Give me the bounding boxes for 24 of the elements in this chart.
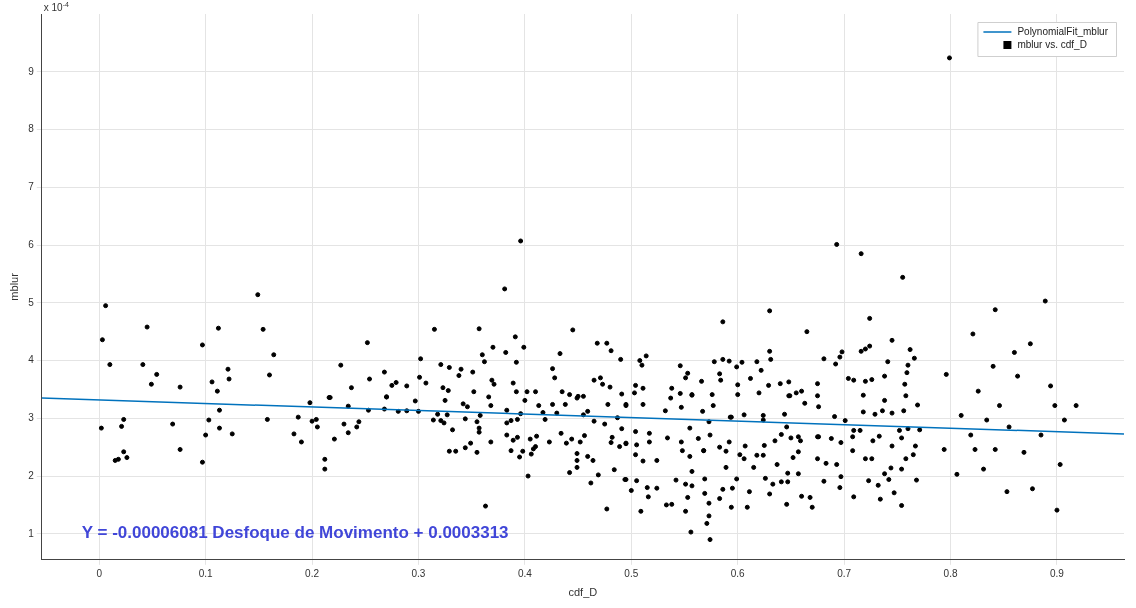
y-tick-label: 3: [28, 412, 35, 424]
y-axis-title: mblur: [7, 272, 20, 301]
x-axis-title: cdf_D: [568, 586, 598, 599]
x-tick-label: 0.6: [730, 567, 746, 579]
y-tick-label: 6: [28, 238, 35, 250]
x-tick-label: 0.8: [943, 567, 958, 579]
x-tick-label: 0.5: [624, 567, 639, 579]
annotation: Y = -0.00006081 Desfoque de Movimento + 0.0003313: [81, 522, 509, 542]
y-tick-label: 9: [28, 65, 35, 77]
x-tick-label: 0.1: [198, 567, 214, 579]
x-tick-label: 0: [96, 567, 103, 579]
x-tick-label: 0.3: [411, 567, 426, 579]
x-tick-label: 0.7: [837, 567, 852, 579]
x-tick-label: 0.9: [1050, 567, 1065, 579]
y-tick-label: 7: [28, 181, 35, 193]
y-tick-label: 1: [28, 527, 35, 539]
y-tick-label: 4: [28, 354, 35, 366]
legend-label: PolynomialFit_mblur: [1017, 25, 1109, 37]
y-tick-label: 8: [28, 123, 35, 135]
y-tick-label: 2: [28, 469, 35, 481]
legend-label: mblur vs. cdf_D: [1017, 38, 1087, 50]
y-tick-label: 5: [28, 296, 35, 308]
x-tick-label: 0.4: [517, 567, 533, 579]
x-tick-label: 0.2: [305, 567, 320, 579]
